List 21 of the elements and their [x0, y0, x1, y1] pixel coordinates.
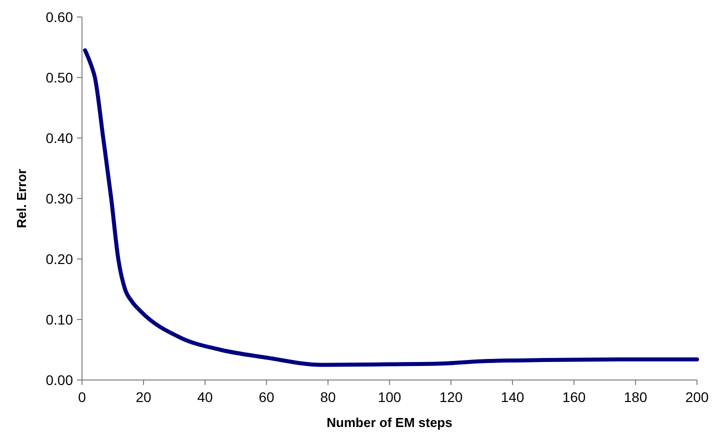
- x-tick-label: 100: [378, 389, 402, 405]
- x-tick-label: 200: [685, 389, 709, 405]
- x-tick-label: 160: [562, 389, 586, 405]
- line-series: [83, 48, 699, 367]
- x-tick-label: 180: [624, 389, 648, 405]
- y-axis-title: Rel. Error: [14, 168, 29, 228]
- x-tick-label: 140: [500, 389, 524, 405]
- x-tick-label: 0: [78, 389, 86, 405]
- y-tick-label: 0.10: [46, 311, 74, 328]
- x-tick-label: 20: [136, 389, 152, 405]
- x-tick-label: 80: [320, 389, 336, 405]
- y-tick-label: 0.60: [46, 8, 74, 25]
- x-axis-title: Number of EM steps: [326, 415, 452, 430]
- y-tick-label: 0.00: [46, 372, 74, 388]
- x-tick-label: 120: [439, 389, 463, 405]
- y-tick-label: 0.40: [46, 130, 74, 146]
- x-tick-label: 40: [197, 389, 213, 405]
- y-tick-label: 0.50: [46, 69, 74, 86]
- x-tick-label: 60: [258, 389, 274, 405]
- y-tick-label: 0.30: [46, 190, 74, 206]
- y-tick-label: 0.20: [46, 250, 74, 267]
